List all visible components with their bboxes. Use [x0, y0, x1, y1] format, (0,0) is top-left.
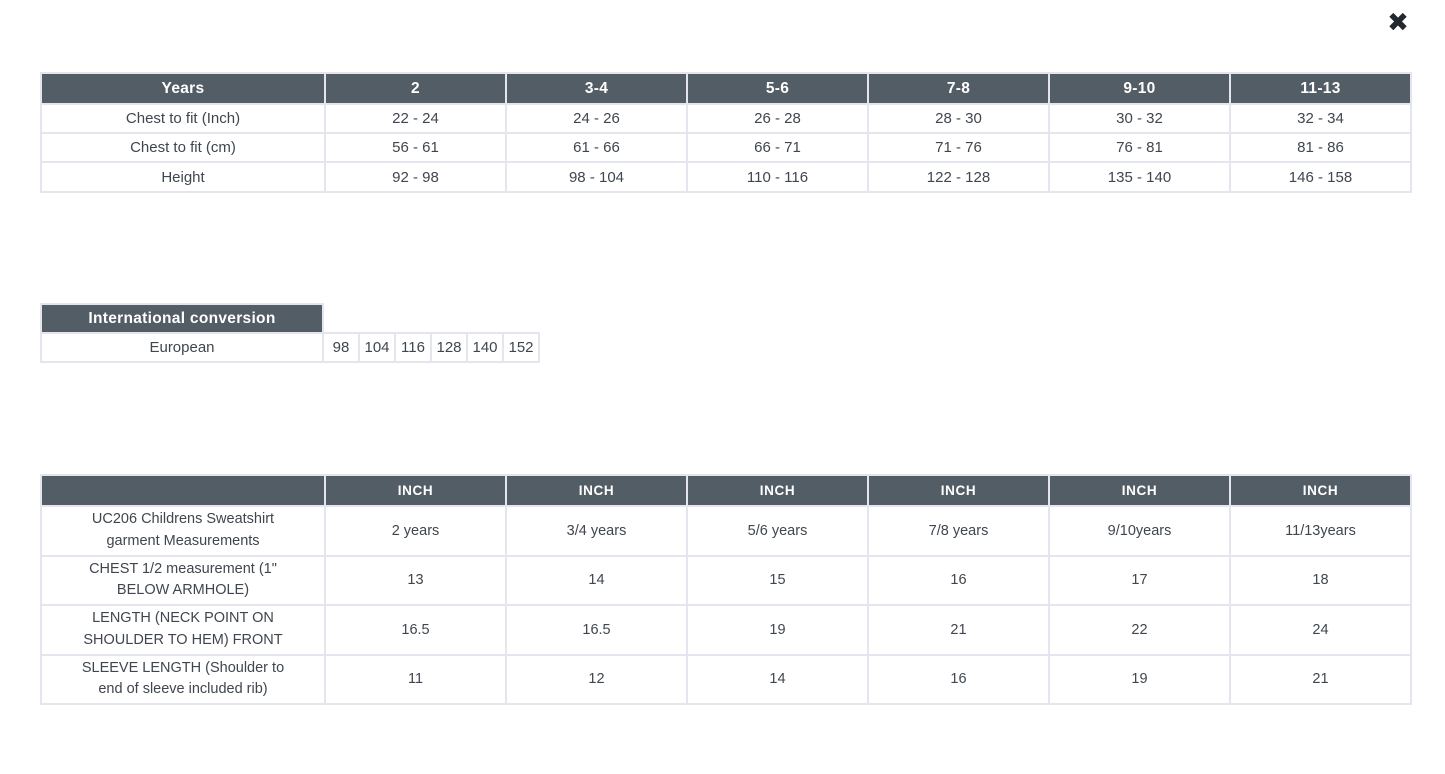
- size-chart-header-cell: 2: [324, 72, 507, 105]
- table-cell: 61 - 66: [505, 132, 688, 163]
- table-row: Height 92 - 98 98 - 104 110 - 116 122 - …: [40, 161, 1412, 193]
- table-row: CHEST 1/2 measurement (1" BELOW ARMHOLE)…: [40, 554, 1412, 606]
- table-cell: 56 - 61: [324, 132, 507, 163]
- table-cell: 14: [686, 653, 869, 705]
- table-cell: 116: [394, 332, 432, 363]
- table-cell: 98 - 104: [505, 161, 688, 193]
- table-cell: 128: [430, 332, 468, 363]
- size-chart-header-cell: 3-4: [505, 72, 688, 105]
- size-chart-table: Years 2 3-4 5-6 7-8 9-10 11-13 Chest to …: [40, 72, 1412, 193]
- row-label: Chest to fit (cm): [40, 132, 326, 163]
- garment-header-inch: INCH: [686, 474, 869, 507]
- table-cell: 16.5: [324, 604, 507, 656]
- table-cell: 16.5: [505, 604, 688, 656]
- table-cell: 152: [502, 332, 540, 363]
- table-row: European 98 104 116 128 140 152: [40, 332, 540, 363]
- table-cell: 76 - 81: [1048, 132, 1231, 163]
- table-cell: 2 years: [324, 505, 507, 557]
- table-cell: 16: [867, 653, 1050, 705]
- table-cell: 110 - 116: [686, 161, 869, 193]
- size-chart-header-row: Years 2 3-4 5-6 7-8 9-10 11-13: [40, 72, 1412, 105]
- table-row: Chest to fit (cm) 56 - 61 61 - 66 66 - 7…: [40, 132, 1412, 163]
- size-chart-header-years: Years: [40, 72, 326, 105]
- size-chart-header-cell: 5-6: [686, 72, 869, 105]
- table-cell: 11/13years: [1229, 505, 1412, 557]
- table-cell: 26 - 28: [686, 103, 869, 134]
- table-cell: 71 - 76: [867, 132, 1050, 163]
- table-cell: 135 - 140: [1048, 161, 1231, 193]
- table-cell: 14: [505, 554, 688, 606]
- table-cell: 28 - 30: [867, 103, 1050, 134]
- garment-measurements-table: INCH INCH INCH INCH INCH INCH UC206 Chil…: [40, 474, 1412, 705]
- table-cell: 16: [867, 554, 1050, 606]
- table-cell: 21: [867, 604, 1050, 656]
- table-cell: 9/10years: [1048, 505, 1231, 557]
- table-cell: 30 - 32: [1048, 103, 1231, 134]
- garment-header-inch: INCH: [505, 474, 688, 507]
- table-cell: 24: [1229, 604, 1412, 656]
- table-cell: 12: [505, 653, 688, 705]
- garment-header-inch: INCH: [867, 474, 1050, 507]
- table-cell: 11: [324, 653, 507, 705]
- table-cell: 7/8 years: [867, 505, 1050, 557]
- row-label: Chest to fit (Inch): [40, 103, 326, 134]
- table-cell: 21: [1229, 653, 1412, 705]
- table-cell: 5/6 years: [686, 505, 869, 557]
- garment-header-empty: [40, 474, 326, 507]
- table-cell: 22 - 24: [324, 103, 507, 134]
- table-cell: 140: [466, 332, 504, 363]
- table-cell: 81 - 86: [1229, 132, 1412, 163]
- table-cell: 19: [1048, 653, 1231, 705]
- size-chart-header-cell: 9-10: [1048, 72, 1231, 105]
- table-cell: 15: [686, 554, 869, 606]
- table-cell: 19: [686, 604, 869, 656]
- table-cell: 24 - 26: [505, 103, 688, 134]
- garment-header-inch: INCH: [1048, 474, 1231, 507]
- size-chart-header-cell: 7-8: [867, 72, 1050, 105]
- table-cell: 104: [358, 332, 396, 363]
- table-row: SLEEVE LENGTH (Shoulder to end of sleeve…: [40, 653, 1412, 705]
- table-cell: 22: [1048, 604, 1231, 656]
- row-label: SLEEVE LENGTH (Shoulder to end of sleeve…: [40, 653, 326, 705]
- international-conversion-section: International conversion European 98 104…: [40, 303, 540, 363]
- row-label: UC206 Childrens Sweatshirt garment Measu…: [40, 505, 326, 557]
- table-cell: 122 - 128: [867, 161, 1050, 193]
- table-cell: 17: [1048, 554, 1231, 606]
- table-cell: 18: [1229, 554, 1412, 606]
- table-cell: 92 - 98: [324, 161, 507, 193]
- table-row: LENGTH (NECK POINT ON SHOULDER TO HEM) F…: [40, 604, 1412, 656]
- garment-header-inch: INCH: [324, 474, 507, 507]
- table-row: Chest to fit (Inch) 22 - 24 24 - 26 26 -…: [40, 103, 1412, 134]
- garment-header-row: INCH INCH INCH INCH INCH INCH: [40, 474, 1412, 507]
- row-label: CHEST 1/2 measurement (1" BELOW ARMHOLE): [40, 554, 326, 606]
- international-conversion-header: International conversion: [40, 303, 324, 334]
- table-cell: 32 - 34: [1229, 103, 1412, 134]
- table-cell: 66 - 71: [686, 132, 869, 163]
- table-cell: 98: [322, 332, 360, 363]
- row-label: LENGTH (NECK POINT ON SHOULDER TO HEM) F…: [40, 604, 326, 656]
- row-label: Height: [40, 161, 326, 193]
- table-row: UC206 Childrens Sweatshirt garment Measu…: [40, 505, 1412, 557]
- close-icon[interactable]: ✖: [1387, 7, 1409, 37]
- table-cell: 13: [324, 554, 507, 606]
- size-chart-header-cell: 11-13: [1229, 72, 1412, 105]
- table-cell: 3/4 years: [505, 505, 688, 557]
- garment-header-inch: INCH: [1229, 474, 1412, 507]
- row-label: European: [40, 332, 324, 363]
- table-cell: 146 - 158: [1229, 161, 1412, 193]
